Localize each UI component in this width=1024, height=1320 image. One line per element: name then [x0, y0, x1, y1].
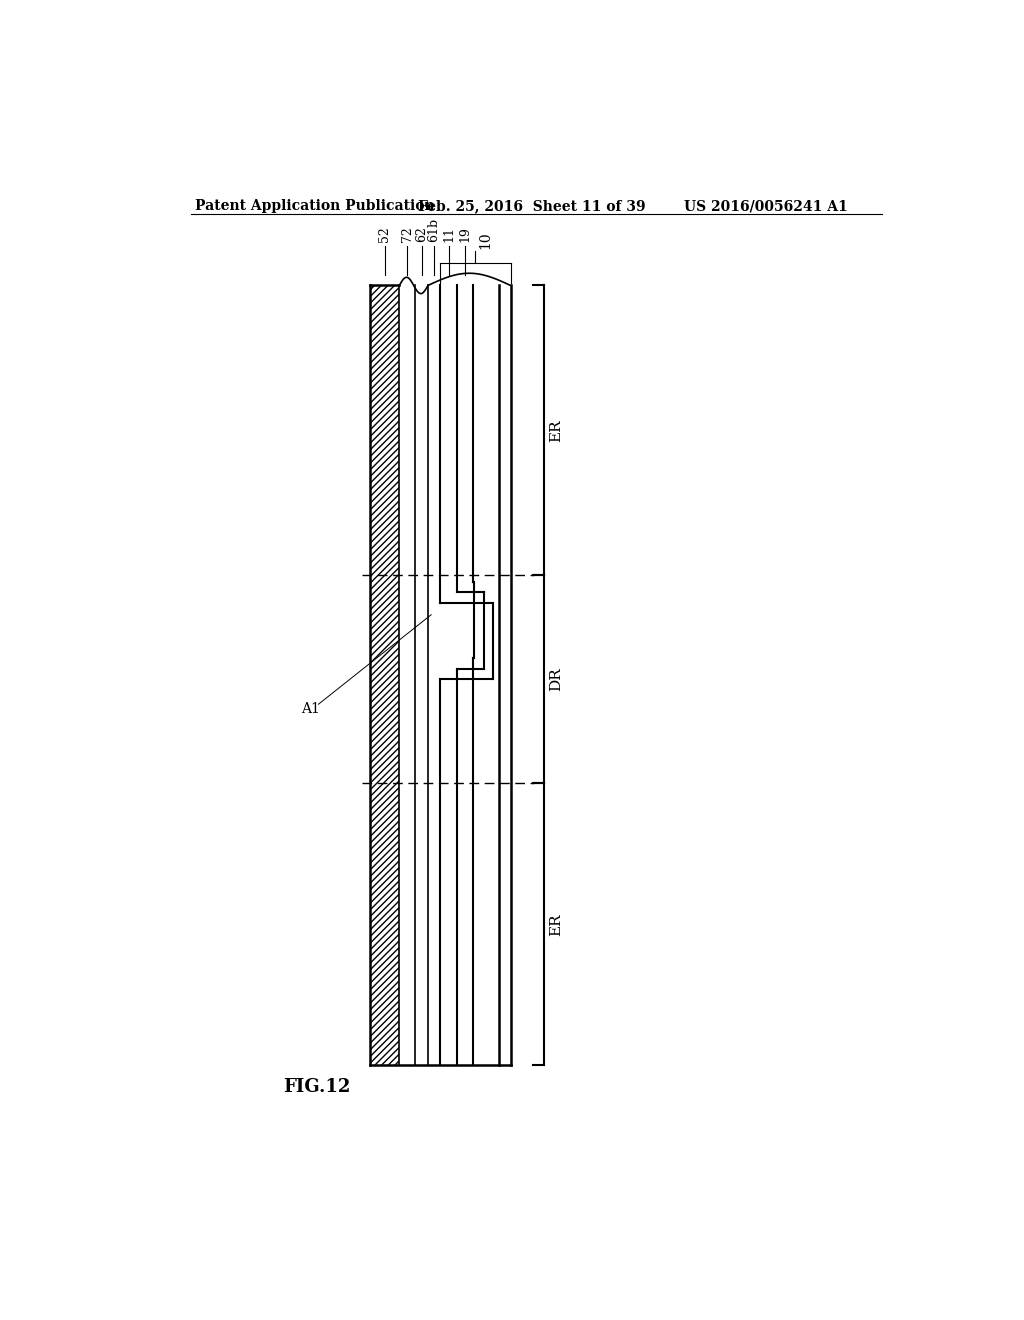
Text: ER: ER	[550, 418, 563, 442]
Text: 62: 62	[415, 226, 428, 242]
Text: ER: ER	[550, 913, 563, 936]
Text: 10: 10	[478, 231, 493, 249]
Text: 11: 11	[442, 226, 455, 242]
Text: DR: DR	[550, 668, 563, 692]
Text: 61b: 61b	[427, 218, 440, 242]
Text: 52: 52	[378, 226, 391, 242]
Text: Feb. 25, 2016  Sheet 11 of 39: Feb. 25, 2016 Sheet 11 of 39	[418, 199, 645, 213]
Text: FIG.12: FIG.12	[283, 1077, 350, 1096]
Text: Patent Application Publication: Patent Application Publication	[196, 199, 435, 213]
Text: US 2016/0056241 A1: US 2016/0056241 A1	[684, 199, 847, 213]
Text: A1: A1	[301, 702, 319, 717]
Bar	[370, 285, 399, 1065]
Text: 19: 19	[459, 226, 472, 242]
Text: 72: 72	[400, 226, 414, 242]
